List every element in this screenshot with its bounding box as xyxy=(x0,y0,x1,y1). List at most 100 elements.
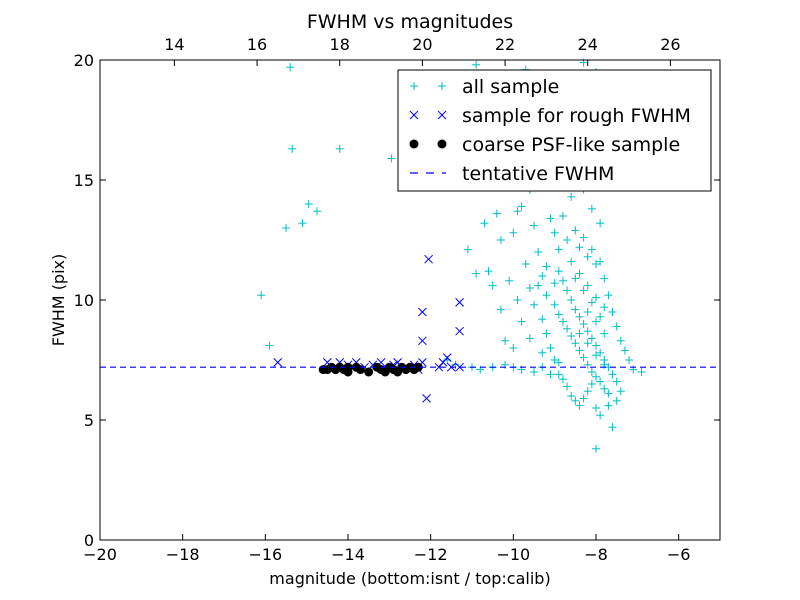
series-0-point xyxy=(592,317,600,326)
y-axis-title: FWHM (pix) xyxy=(49,254,68,347)
series-0-point xyxy=(538,315,547,324)
legend: all sample sample for rough FWHM coarse PS… xyxy=(397,69,712,192)
series-0-point xyxy=(625,356,634,364)
series-0-point xyxy=(335,144,344,153)
series-0-point xyxy=(612,396,621,405)
series-0-point xyxy=(567,392,576,400)
series-0-point xyxy=(546,344,555,352)
y-tick-label: 15 xyxy=(74,171,94,190)
series-2-point xyxy=(413,362,423,372)
series-0-point xyxy=(592,260,600,268)
series-0-point xyxy=(534,281,543,290)
legend-marker xyxy=(409,110,419,120)
y-tick-label: 10 xyxy=(74,291,94,310)
series-0-point xyxy=(313,207,321,216)
legend-label: all sample xyxy=(462,76,559,98)
legend-entry: sample for rough FWHM xyxy=(409,105,691,127)
series-0-point xyxy=(513,296,522,304)
y-tick-label: 5 xyxy=(84,411,94,430)
legend-marker xyxy=(437,139,447,149)
series-1-point xyxy=(455,362,464,372)
series-0-point xyxy=(558,317,567,326)
legend-marker xyxy=(437,110,447,120)
legend-marker xyxy=(409,139,419,149)
series-0-point xyxy=(575,312,584,321)
series-0-point xyxy=(608,423,617,432)
legend-entry: all sample xyxy=(410,76,559,98)
series-1-point xyxy=(455,326,464,336)
series-0-point xyxy=(488,281,497,290)
series-0-point xyxy=(575,346,584,355)
y-tick-label: 20 xyxy=(74,51,94,70)
series-0-point xyxy=(596,411,605,420)
x-tick-label: −12 xyxy=(414,545,448,564)
series-0-point xyxy=(596,377,605,386)
legend-marker xyxy=(410,82,418,90)
series-0-point xyxy=(550,279,559,288)
series-0-point xyxy=(579,394,588,403)
series-0-point xyxy=(563,324,572,333)
series-0-point xyxy=(571,226,580,235)
series-0-point xyxy=(571,396,580,405)
series-0-point xyxy=(592,351,600,360)
series-0-point xyxy=(571,339,580,348)
series-0-point xyxy=(550,356,559,364)
series-0-point xyxy=(579,233,588,242)
series-1-point xyxy=(442,353,452,362)
series-0-point xyxy=(530,300,538,309)
series-0-point xyxy=(298,219,307,228)
series-0-point xyxy=(554,310,563,319)
series-0-point xyxy=(592,372,600,381)
y-tick-label: 0 xyxy=(84,531,94,550)
series-0-point xyxy=(534,248,543,256)
top-x-tick-label: 20 xyxy=(412,35,432,54)
legend-label: sample for rough FWHM xyxy=(462,105,691,127)
top-x-tick-label: 24 xyxy=(578,35,598,54)
series-0-point xyxy=(542,291,551,300)
series-0-point xyxy=(509,228,518,237)
series-0-point xyxy=(517,317,526,326)
series-0-point xyxy=(596,348,605,357)
top-x-tick-label: 16 xyxy=(247,35,267,54)
x-tick-label: −18 xyxy=(166,545,200,564)
series-0-point xyxy=(608,308,617,316)
series-1-point xyxy=(418,336,427,346)
series-0-point xyxy=(583,360,592,369)
series-0-point xyxy=(525,284,534,292)
series-0-point xyxy=(600,384,609,393)
series-0-point xyxy=(480,219,489,228)
series-0-point xyxy=(463,245,472,254)
x-tick-label: −8 xyxy=(584,545,608,564)
series-0-point xyxy=(583,281,592,290)
series-0-point xyxy=(257,291,266,300)
series-0-point xyxy=(554,358,563,367)
series-0-point xyxy=(612,322,621,331)
series-0-point xyxy=(521,260,530,268)
series-0-point xyxy=(505,276,514,285)
series-0-point xyxy=(554,267,563,276)
series-0-point xyxy=(530,221,538,230)
x-tick-label: −20 xyxy=(83,545,117,564)
series-0-point xyxy=(509,344,518,352)
series-0-point xyxy=(583,252,592,261)
series-0-point xyxy=(616,336,625,345)
series-1-point xyxy=(455,298,464,307)
series-0-point xyxy=(558,375,567,384)
series-0-point xyxy=(592,341,600,350)
legend-entry: tentative FWHM xyxy=(410,163,614,185)
series-2-point xyxy=(343,362,353,372)
series-0-point xyxy=(472,269,481,278)
chart-title: FWHM vs magnitudes xyxy=(307,11,513,33)
series-1-point xyxy=(422,394,431,403)
series-0-point xyxy=(587,380,596,388)
series-0-point xyxy=(387,154,396,163)
legend-label: coarse PSF-like sample xyxy=(462,134,680,156)
series-1-point xyxy=(273,358,283,367)
series-0-point xyxy=(592,293,600,302)
series-0-point xyxy=(567,332,576,340)
series-0-point xyxy=(575,243,584,252)
series-0-point xyxy=(484,267,493,276)
series-0-point xyxy=(304,200,313,208)
